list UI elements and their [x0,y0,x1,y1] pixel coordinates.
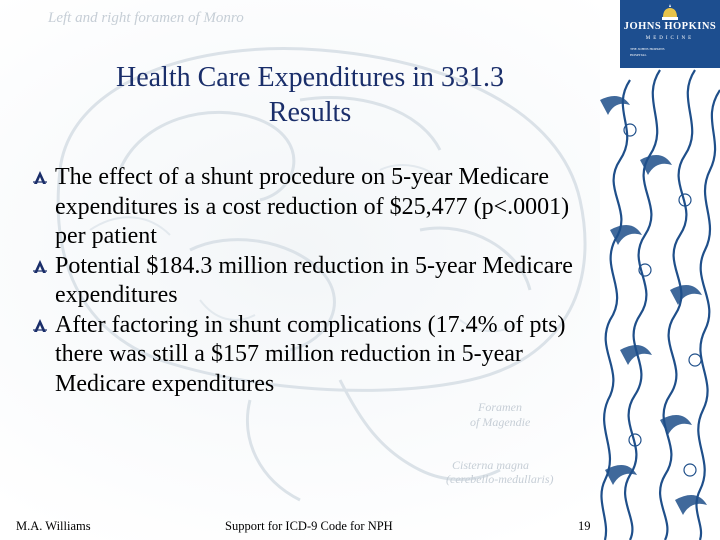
background-caption-mid2: of Magendie [470,415,531,429]
wave-decoration [600,0,720,540]
bullet-text: The effect of a shunt procedure on 5-yea… [55,164,570,249]
background-caption-top: Left and right foramen of Monro [48,10,244,26]
johns-hopkins-logo: JOHNS HOPKINS MEDICINE THE JOHNS HOPKINS… [620,0,720,68]
bullet-item: After factoring in shunt complications (… [32,311,592,400]
slide-title-line-2: Results [268,97,352,128]
logo-fine-print-2: HOSPITAL [630,53,647,57]
slide-title: Health Care Expenditures in 331.3 Result… [30,60,590,130]
slide-title-line-1: Health Care Expenditures in 331.3 [115,62,504,93]
bullet-list: The effect of a shunt procedure on 5-yea… [32,163,592,399]
page-number: 19 [578,519,591,533]
bullet-item: Potential $184.3 million reduction in 5-… [32,252,592,311]
logo-fine-print-1: THE JOHNS HOPKINS [630,47,665,51]
dome-emblem-icon [662,4,678,20]
bullet-text: After factoring in shunt complications (… [55,311,566,397]
footer-title: Support for ICD-9 Code for NPH [225,519,393,533]
logo-subtitle: MEDICINE [645,36,695,41]
background-caption-mid1: Foramen [478,400,522,414]
logo-name: JOHNS HOPKINS [623,21,717,32]
background-caption-low2: (cerebello-medullaris) [446,472,554,486]
flourish-bullet-icon [33,171,47,184]
footer-author: M.A. Williams [16,519,91,533]
bullet-text: Potential $184.3 million reduction in 5-… [55,252,573,309]
flourish-bullet-icon [33,259,47,273]
flourish-bullet-icon [33,318,47,332]
bullet-item: The effect of a shunt procedure on 5-yea… [32,163,592,252]
background-caption-low1: Cisterna magna [452,458,530,472]
